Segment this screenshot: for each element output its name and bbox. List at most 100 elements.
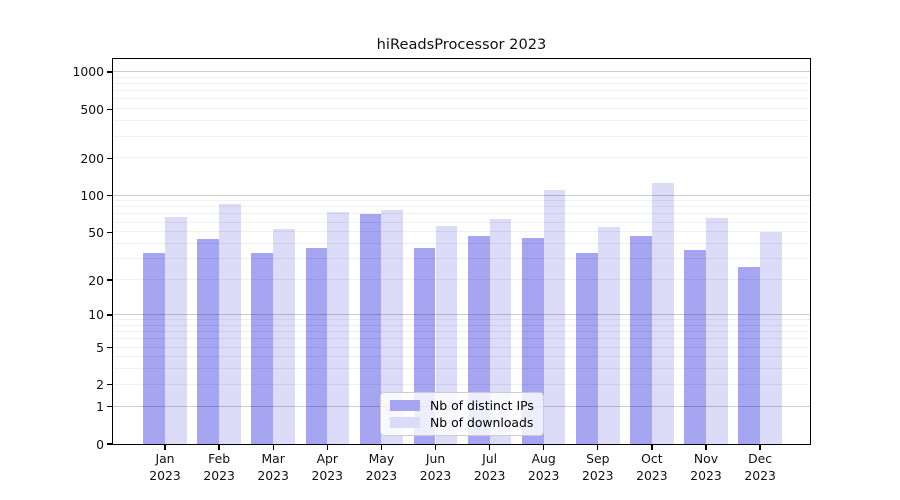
x-tick-mark-may: [380, 444, 383, 450]
x-tick-label-apr: Apr 2023: [295, 451, 359, 484]
y-tick-label-20: 20: [88, 272, 104, 288]
y-tick-label-500: 500: [80, 101, 104, 117]
x-tick-label-may: May 2023: [349, 451, 413, 484]
y-tick-mark-1000: [107, 71, 113, 73]
y-tick-mark-100: [107, 194, 113, 197]
plot-area: [112, 58, 811, 445]
bar-nb-of-distinct-ips-sep: [576, 252, 598, 444]
legend-item-distinct-ips: Nb of distinct IPs: [381, 398, 543, 413]
y-tick-label-200: 200: [80, 150, 104, 166]
x-tick-month: Apr: [316, 451, 339, 466]
x-tick-mark-nov: [705, 444, 707, 450]
x-tick-mark-feb: [218, 444, 220, 450]
x-tick-mark-aug: [543, 444, 545, 450]
x-tick-year: 2023: [257, 467, 289, 483]
y-tick-label-10: 10: [88, 307, 104, 323]
y-tick-label-100: 100: [80, 188, 104, 203]
x-tick-label-nov: Nov 2023: [674, 451, 738, 484]
x-tick-label-feb: Feb 2023: [187, 451, 251, 484]
bar-nb-of-distinct-ips-apr: [305, 248, 328, 444]
x-tick-year: 2023: [419, 467, 452, 483]
y-tick-label-2: 2: [96, 377, 104, 393]
x-tick-mark-jun: [434, 444, 437, 450]
x-tick-mark-oct: [651, 444, 653, 450]
y-tick-mark-200: [107, 157, 113, 160]
x-tick-month: Feb: [208, 451, 231, 466]
x-tick-year: 2023: [582, 467, 614, 483]
x-tick-month: Nov: [693, 451, 719, 466]
bar-nb-of-downloads-mar: [273, 229, 295, 444]
y-tick-mark-2: [107, 384, 113, 386]
x-tick-label-mar: Mar 2023: [241, 451, 305, 484]
x-tick-mark-jan: [164, 444, 166, 450]
legend-label-downloads: Nb of downloads: [430, 415, 534, 431]
x-tick-label-oct: Oct 2023: [620, 451, 684, 484]
x-tick-mark-sep: [597, 444, 599, 450]
bar-nb-of-distinct-ips-nov: [684, 249, 706, 444]
y-tick-label-0: 0: [96, 436, 104, 452]
y-tick-mark-5: [107, 346, 113, 349]
legend-swatch-downloads: [390, 417, 420, 429]
x-tick-month: Mar: [261, 451, 285, 466]
y-tick-mark-1: [107, 406, 113, 408]
legend-label-distinct-ips: Nb of distinct IPs: [430, 397, 534, 413]
x-tick-month: May: [368, 451, 395, 466]
x-tick-label-jun: Jun 2023: [404, 451, 468, 484]
chart-title: hiReadsProcessor 2023: [376, 36, 547, 53]
bar-nb-of-distinct-ips-oct: [630, 235, 652, 444]
legend: Nb of distinct IPs Nb of downloads: [380, 392, 544, 436]
y-tick-label-50: 50: [88, 224, 104, 240]
bar-nb-of-distinct-ips-jan: [143, 252, 165, 444]
bar-nb-of-downloads-may: [381, 210, 404, 444]
x-tick-year: 2023: [744, 467, 776, 483]
bar-nb-of-downloads-jan: [165, 216, 187, 444]
bar-nb-of-downloads-sep: [597, 227, 620, 444]
x-tick-label-sep: Sep 2023: [566, 451, 630, 484]
x-tick-label-aug: Aug 2023: [512, 451, 576, 484]
x-tick-year: 2023: [690, 467, 722, 483]
x-tick-year: 2023: [149, 467, 181, 483]
y-tick-label-1: 1: [96, 399, 104, 415]
y-tick-label-1000: 1000: [72, 64, 104, 80]
x-tick-month: Jun: [425, 451, 446, 466]
x-tick-mark-dec: [759, 444, 761, 450]
x-tick-year: 2023: [365, 467, 398, 483]
x-tick-label-jul: Jul 2023: [458, 451, 522, 484]
x-tick-year: 2023: [311, 467, 344, 483]
bar-nb-of-downloads-oct: [651, 183, 674, 444]
bar-nb-of-distinct-ips-dec: [738, 266, 761, 444]
x-tick-mark-mar: [272, 444, 274, 450]
bar-nb-of-distinct-ips-may: [359, 214, 382, 444]
x-tick-month: Jul: [482, 451, 498, 466]
bar-nb-of-downloads-feb: [219, 203, 241, 444]
y-tick-mark-20: [107, 279, 113, 281]
y-tick-mark-50: [107, 231, 113, 233]
bar-nb-of-downloads-dec: [760, 232, 782, 444]
bar-nb-of-downloads-aug: [543, 189, 566, 444]
x-tick-label-jan: Jan 2023: [133, 451, 197, 484]
bar-nb-of-downloads-jun: [435, 226, 458, 444]
x-tick-month: Oct: [641, 451, 663, 466]
x-tick-month: Dec: [748, 451, 773, 466]
bar-nb-of-distinct-ips-jul: [467, 235, 490, 444]
bar-nb-of-distinct-ips-mar: [251, 252, 274, 444]
bars-layer: [113, 59, 810, 444]
bar-nb-of-distinct-ips-feb: [197, 239, 220, 444]
y-tick-mark-500: [107, 108, 113, 110]
legend-swatch-distinct-ips: [390, 399, 420, 411]
x-tick-mark-jul: [488, 444, 491, 450]
bar-nb-of-downloads-jul: [489, 219, 512, 444]
x-tick-mark-apr: [326, 444, 328, 450]
x-tick-year: 2023: [527, 467, 560, 483]
y-tick-label-5: 5: [96, 340, 104, 355]
x-tick-month: Jan: [155, 451, 175, 466]
legend-item-downloads: Nb of downloads: [381, 415, 543, 430]
bar-nb-of-downloads-apr: [327, 212, 350, 444]
x-tick-year: 2023: [636, 467, 668, 483]
x-tick-month: Sep: [586, 451, 610, 466]
y-tick-mark-0: [107, 443, 113, 445]
bar-nb-of-downloads-nov: [706, 218, 728, 444]
x-tick-year: 2023: [203, 467, 235, 483]
x-tick-year: 2023: [473, 467, 506, 483]
